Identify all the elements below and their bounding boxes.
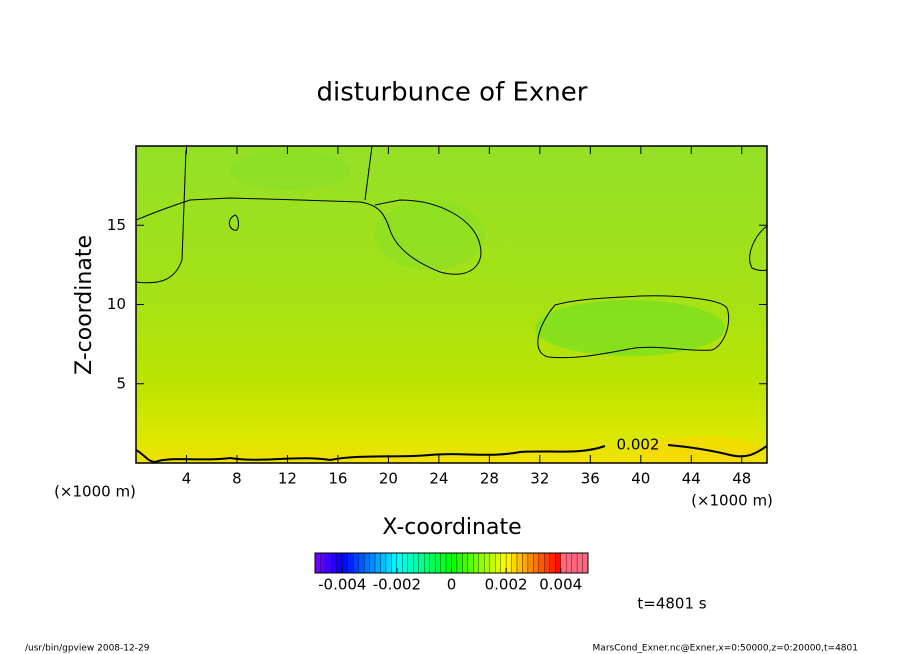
colorbar-tick-label: 0 [447,576,457,594]
y-units: (×1000 m) [54,483,136,501]
colorbar: -0.004 -0.002 0 0.002 0.004 [314,552,589,594]
colorbar-box [402,552,408,574]
chart-title: disturbunce of Exner [317,78,588,108]
contour-line [136,197,482,275]
colorbar-box [495,552,501,574]
x-tick-label: 12 [278,470,297,488]
colorbar-box [582,552,589,574]
colorbar-box [358,552,365,574]
contour-line [364,146,373,201]
colorbar-box [511,552,518,574]
colorbar-box [451,552,458,574]
colorbar-box [385,552,392,574]
colorbar-box [413,552,419,574]
colorbar-box [369,552,376,574]
colorbar-box [424,552,430,574]
x-tick-label: 16 [328,470,347,488]
colorbar-box [336,552,343,574]
y-tick-label: 5 [116,374,126,392]
field-blob [535,300,725,356]
contour-line [136,149,187,284]
colorbar-box [456,552,463,574]
y-tick-label: 10 [107,295,126,313]
contour-line [749,225,767,271]
footer-left: /usr/bin/gpview 2008-12-29 [25,644,150,654]
colorbar-box [473,552,479,574]
colorbar-box [374,552,381,574]
colorbar-box [407,552,414,574]
field-blob [375,200,485,270]
x-tick-label: 32 [530,470,549,488]
x-tick-label: 28 [480,470,499,488]
colorbar-box [549,552,556,574]
colorbar-box [566,552,572,574]
colorbar-box [418,552,425,574]
contour-line [537,295,730,359]
colorbar-box [522,552,529,574]
x-tick-label: 4 [182,470,192,488]
colorbar-box [320,552,327,574]
colorbar-box [353,552,359,574]
colorbar-box [538,552,545,574]
colorbar-box [571,552,578,574]
footer-right: MarsCond_Exner.nc@Exner,x=0:50000,z=0:20… [593,644,858,654]
field-blob [230,150,350,190]
colorbar-box [478,552,485,574]
colorbar-box [391,552,398,574]
colorbar-box [560,552,567,574]
colorbar-tick-label: 0.004 [539,576,582,594]
field [136,146,767,463]
colorbar-box [342,552,348,574]
colorbar-box [505,552,512,574]
contour-label: 0.002 [617,436,660,454]
x-axis-label: X-coordinate [382,515,521,540]
colorbar-box [533,552,540,574]
colorbar-box [527,552,534,574]
contour-line [136,444,767,463]
colorbar-box [500,552,507,574]
x-tick-label: 44 [682,470,701,488]
colorbar-box [429,552,436,574]
colorbar-box [325,552,332,574]
colorbar-box [462,552,469,574]
x-tick-label: 48 [732,470,751,488]
colorbar-box [434,552,441,574]
colorbar-box [363,552,370,574]
colorbar-box [396,552,403,574]
colorbar-box [489,552,496,574]
x-units: (×1000 m) [691,492,773,510]
colorbar-box [331,552,337,574]
colorbar-box [576,552,583,574]
colorbar-tick-label: 0.002 [485,576,528,594]
colorbar-tick-label: -0.002 [373,576,421,594]
colorbar-box [555,552,561,574]
y-axis-label: Z-coordinate [72,235,97,375]
colorbar-box [314,552,321,574]
colorbar-box [347,552,354,574]
colorbar-box [467,552,474,574]
colorbar-box [445,552,452,574]
colorbar-box [440,552,447,574]
colorbar-box [544,552,550,574]
annotation: t=4801 s [637,595,706,613]
x-tick-label: 36 [581,470,600,488]
x-tick-label: 24 [429,470,448,488]
x-tick-label: 20 [379,470,398,488]
y-tick-label: 15 [107,216,126,234]
colorbar-box [380,552,387,574]
contour-line [228,214,239,231]
colorbar-tick-label: -0.004 [318,576,366,594]
colorbar-box [516,552,523,574]
colorbar-box [484,552,490,574]
x-tick-label: 40 [631,470,650,488]
x-tick-label: 8 [232,470,242,488]
